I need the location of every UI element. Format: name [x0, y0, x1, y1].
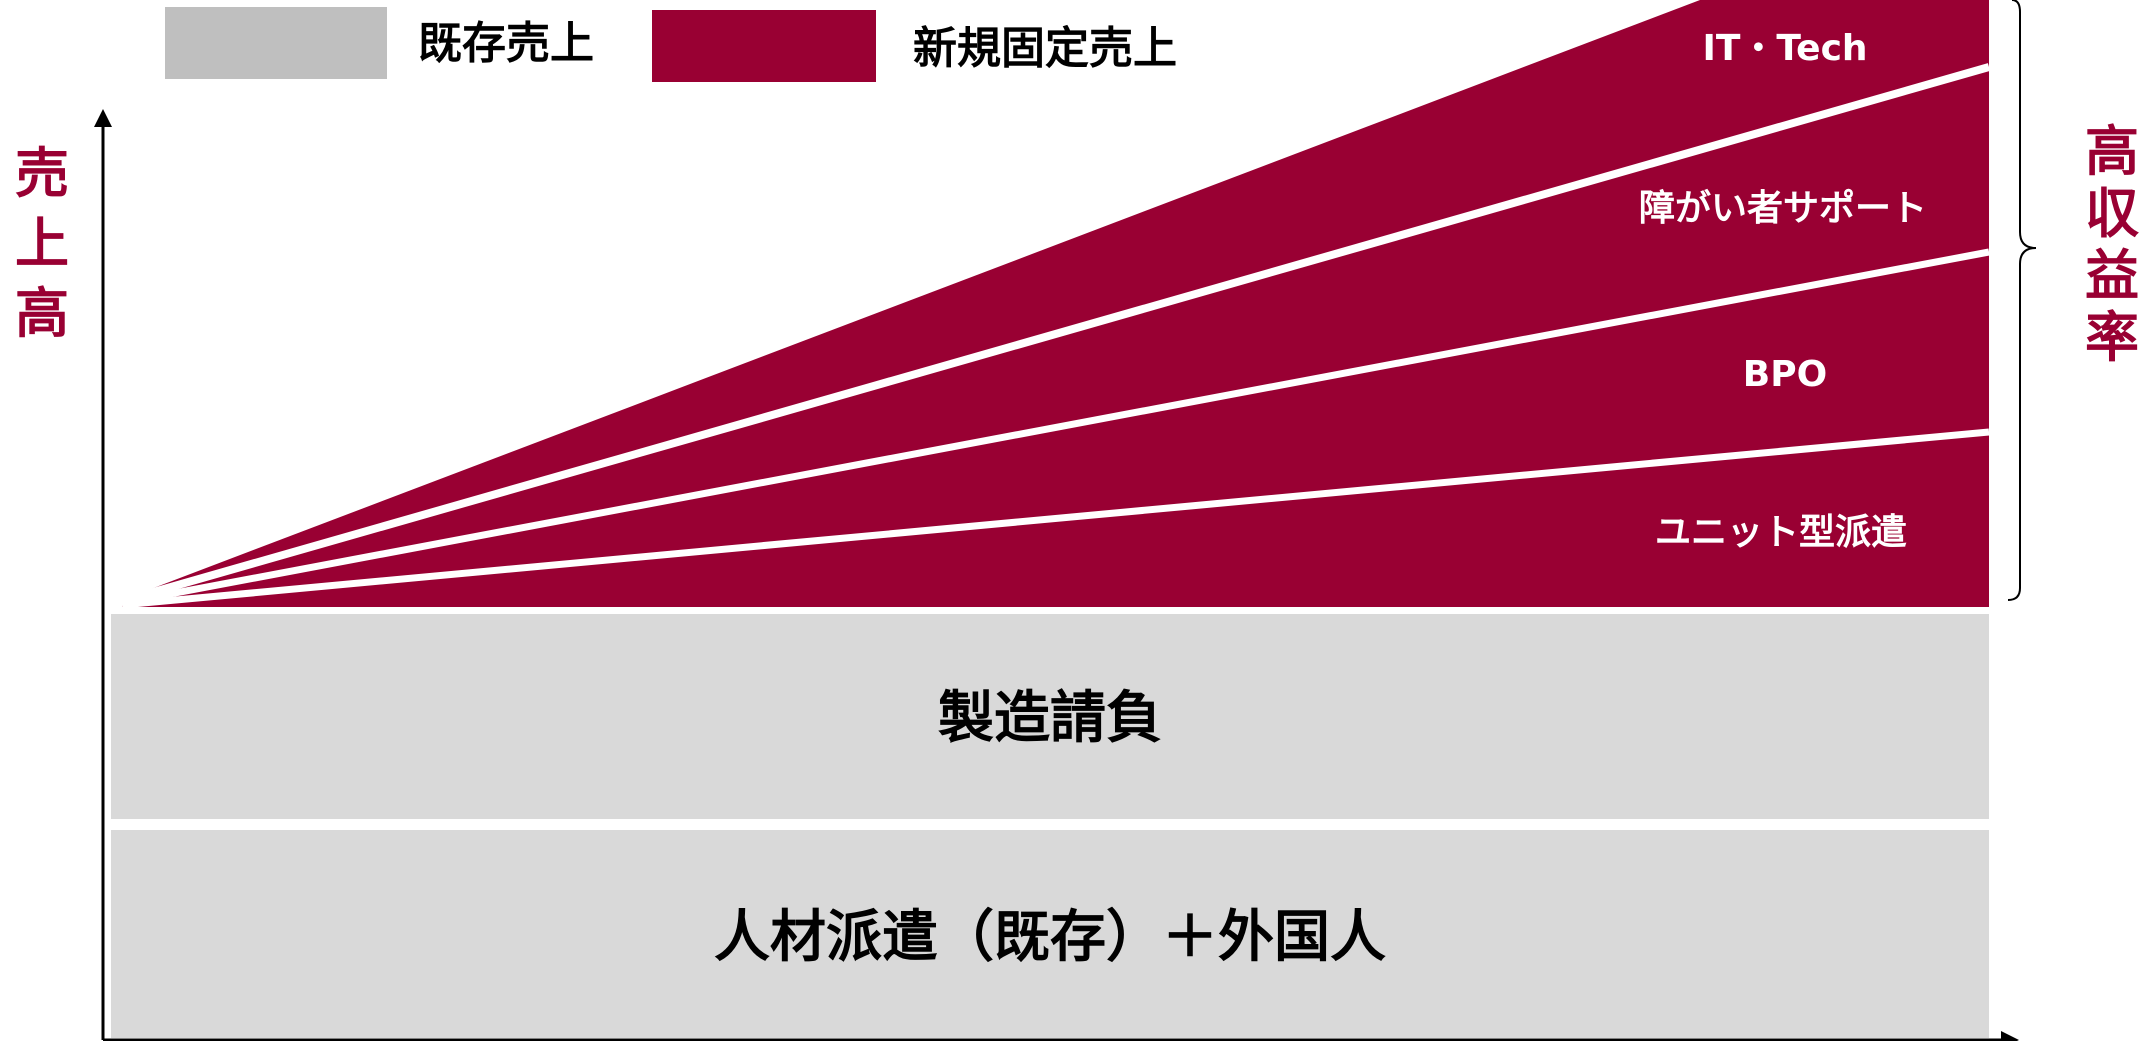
separator-line	[121, 248, 1990, 607]
legend-label-new-fixed: 新規固定売上	[913, 23, 1177, 74]
y-axis-label-char: 上	[15, 212, 69, 275]
band-label-staffing: 人材派遣（既存）＋外国人	[714, 905, 1386, 970]
high-margin-bracket	[2007, 0, 2037, 601]
side-label-char: 益	[2085, 244, 2139, 307]
legend-swatch-new-fixed	[652, 10, 876, 82]
side-label-char: 率	[2085, 306, 2139, 369]
y-axis-label-char: 売	[15, 142, 69, 205]
y-axis-label-char: 高	[15, 282, 69, 345]
wedge-label-bpo: BPO	[1743, 354, 1827, 395]
legend-label-existing: 既存売上	[418, 18, 594, 69]
band-manufacturing	[111, 614, 1989, 819]
wedge-label-unit-dispatch: ユニット型派遣	[1655, 512, 1907, 553]
legend-swatch-existing	[165, 7, 387, 79]
wedge-new-fixed	[122, 0, 1989, 610]
wedge-label-disability-support: 障がい者サポート	[1639, 187, 1927, 229]
side-label-char: 収	[2085, 182, 2139, 245]
band-label-manufacturing: 製造請負	[938, 686, 1162, 751]
side-label-char: 高	[2085, 120, 2139, 183]
wedge-label-it-tech: IT・Tech	[1702, 28, 1867, 69]
band-staffing	[111, 830, 1989, 1038]
separator-line	[121, 428, 1990, 609]
separator-line	[120, 63, 1991, 605]
